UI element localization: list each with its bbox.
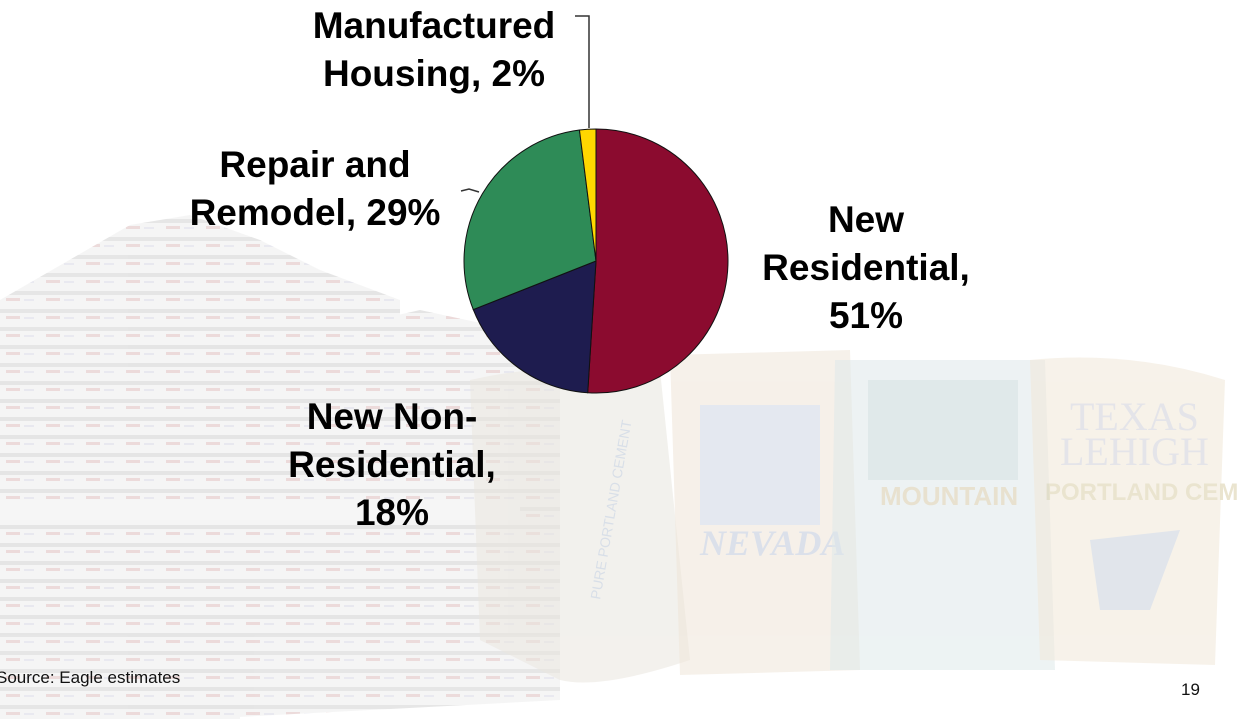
slice-label-line: Residential, (762, 247, 970, 289)
slice-label-line: Residential, (288, 444, 496, 486)
source-note: Source: Eagle estimates (0, 668, 181, 687)
pie-slice-repair-and-remodel (463, 129, 597, 311)
slice-label-new-non-residential: New Non- Residential, 18% (272, 393, 512, 537)
slice-label-repair-and-remodel: Repair and Remodel, 29% (172, 141, 458, 237)
bag4-text-b: LEHIGH (1060, 429, 1209, 474)
leader-line-manufactured (575, 15, 590, 128)
pie-slice-new-residential (587, 128, 729, 394)
gypsum-board-stack (0, 215, 560, 719)
slice-label-line: Remodel, 29% (189, 192, 441, 234)
slice-label-line: 18% (354, 492, 430, 534)
slice-label-line: Housing, 2% (322, 53, 546, 95)
bag3-text: MOUNTAIN (880, 481, 1018, 511)
slice-label-line: 51% (828, 295, 904, 337)
cement-bag-4: TEXAS LEHIGH PORTLAND CEMENT (1030, 357, 1239, 665)
slice-label-line: Repair and (219, 144, 411, 185)
slice-label-line: Manufactured (312, 5, 556, 46)
bag2-text: NEVADA (699, 523, 845, 563)
cement-bag-3: MOUNTAIN (830, 360, 1055, 670)
bag4-text-a: TEXAS (1070, 394, 1199, 439)
cement-bag-2: NEVADA (670, 350, 860, 675)
slice-label-line: New Non- (306, 396, 478, 437)
slice-label-manufactured-housing: Manufactured Housing, 2% (284, 2, 584, 98)
page-number: 19 (1181, 680, 1200, 699)
bag4-text-c: PORTLAND CEMENT (1045, 479, 1239, 506)
slice-label-new-residential: New Residential, 51% (748, 196, 984, 340)
leader-line-repair (460, 188, 480, 193)
pie-slice-manufactured-housing (578, 128, 597, 262)
slice-label-line: New (827, 199, 905, 240)
pie-slice-new-non-residential (472, 260, 597, 394)
cement-bag-1: PURE PORTLAND CEMENT (470, 366, 690, 683)
